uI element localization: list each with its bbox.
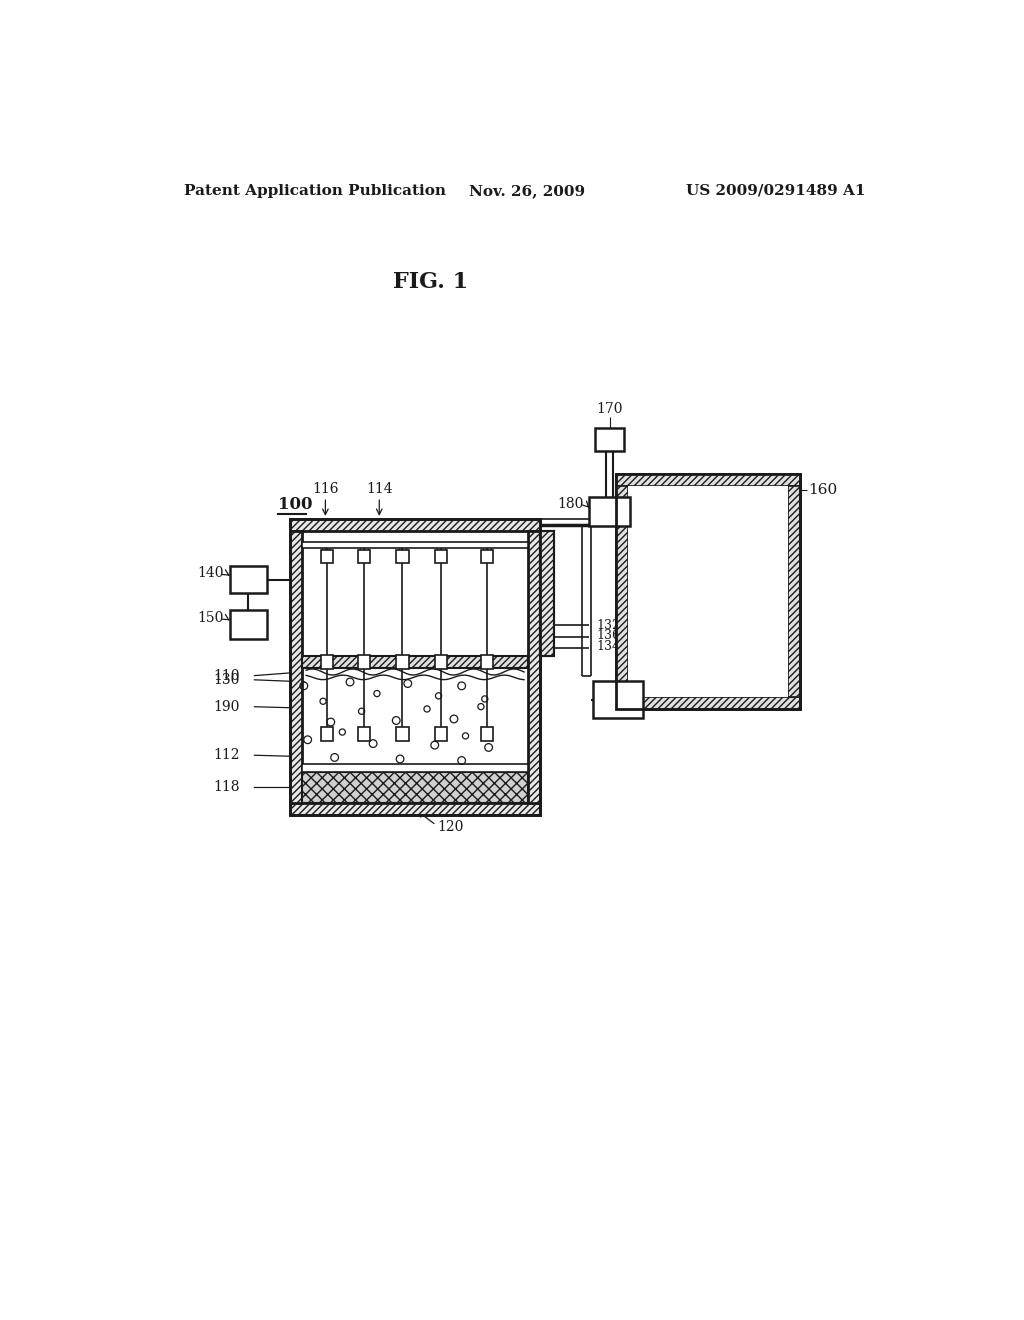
Bar: [615, 474, 801, 709]
Text: FIG. 1: FIG. 1: [393, 271, 468, 293]
Text: 120: 120: [438, 820, 464, 834]
Bar: [230, 610, 267, 639]
Bar: [615, 697, 801, 709]
Text: 138: 138: [649, 693, 675, 706]
Bar: [290, 519, 541, 816]
Bar: [481, 727, 494, 742]
Bar: [357, 655, 370, 669]
Bar: [628, 487, 788, 697]
Text: 130: 130: [214, 673, 240, 686]
Text: 170: 170: [596, 403, 623, 416]
Text: 116: 116: [312, 482, 339, 496]
Bar: [435, 655, 447, 669]
Text: 140: 140: [198, 566, 223, 581]
Bar: [396, 727, 409, 742]
Text: Patent Application Publication: Patent Application Publication: [184, 183, 446, 198]
Bar: [396, 655, 409, 669]
Bar: [290, 531, 302, 803]
Text: 136: 136: [596, 630, 621, 643]
Text: 118: 118: [213, 780, 240, 795]
Text: 114: 114: [366, 482, 392, 496]
Bar: [435, 727, 447, 742]
Text: 100: 100: [279, 495, 313, 512]
Bar: [541, 531, 554, 656]
Bar: [435, 549, 447, 564]
Text: 150: 150: [198, 611, 223, 626]
Bar: [321, 727, 333, 742]
Bar: [357, 727, 370, 742]
Bar: [321, 655, 333, 669]
Bar: [615, 474, 801, 487]
Bar: [290, 519, 541, 531]
Text: 190: 190: [214, 700, 240, 714]
Text: 160: 160: [808, 483, 838, 496]
Bar: [481, 549, 494, 564]
Bar: [302, 772, 528, 803]
Bar: [593, 681, 643, 718]
Bar: [615, 474, 801, 709]
Bar: [321, 549, 333, 564]
Bar: [302, 656, 528, 668]
Bar: [230, 566, 267, 593]
Bar: [590, 498, 630, 527]
Bar: [541, 531, 554, 656]
Bar: [788, 487, 801, 697]
Bar: [528, 531, 541, 803]
Bar: [595, 428, 625, 451]
Bar: [615, 487, 628, 697]
Bar: [396, 549, 409, 564]
Text: 134: 134: [596, 640, 621, 653]
Text: 180: 180: [557, 498, 584, 511]
Bar: [302, 764, 528, 772]
Bar: [302, 541, 528, 548]
Bar: [481, 655, 494, 669]
Bar: [290, 803, 541, 816]
Text: 112: 112: [213, 748, 240, 762]
Text: 132: 132: [596, 619, 621, 631]
Text: US 2009/0291489 A1: US 2009/0291489 A1: [686, 183, 866, 198]
Bar: [357, 549, 370, 564]
Text: Nov. 26, 2009: Nov. 26, 2009: [469, 183, 586, 198]
Text: 110: 110: [213, 669, 240, 682]
